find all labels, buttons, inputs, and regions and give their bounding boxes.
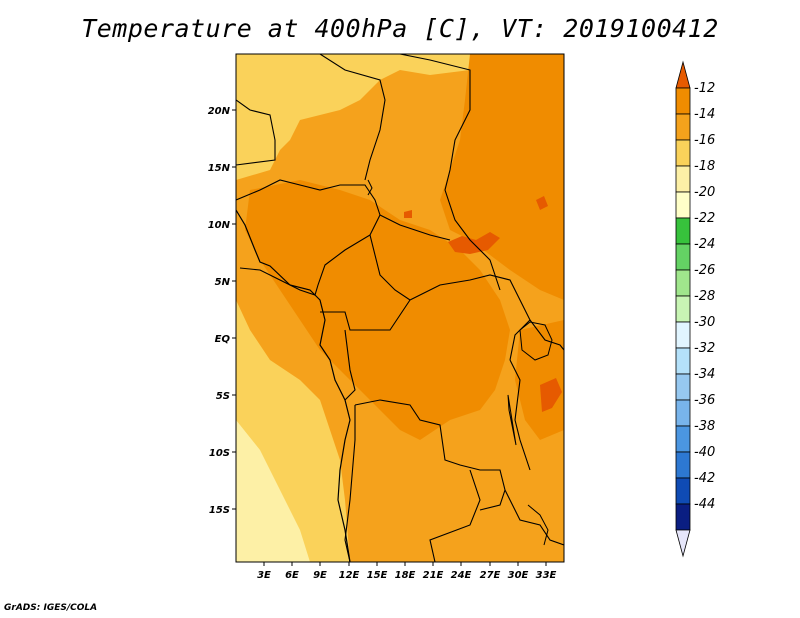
grads-credit: GrADS: IGES/COLA [4,603,98,613]
colorbar-label: -34 [694,367,715,382]
axis-ticks [232,109,547,566]
temperature-field [236,54,564,562]
lat-label: EQ [215,334,231,345]
lon-label: 9E [313,570,327,581]
colorbar-box [675,139,691,167]
colorbar-label: -18 [694,159,715,174]
colorbar-label: -36 [694,393,715,408]
lat-label: 15N [208,163,231,174]
colorbar-box [675,113,691,141]
field-band-12-spot-d [404,210,412,218]
lakes [367,179,553,546]
field-band-14-central [245,180,510,440]
lat-label: 20N [208,106,231,117]
colorbar-arrow-bottom [675,529,691,558]
colorbar-label: -42 [694,471,715,486]
colorbar-label: -32 [694,341,715,356]
colorbar-box [675,503,691,531]
lon-label: 33E [536,570,557,581]
colorbar-label: -28 [694,289,715,304]
field-band-14-east [515,320,564,440]
map-frame [235,53,565,563]
colorbar-label: -38 [694,419,715,434]
field-band-18-north [236,54,470,180]
field-band-20-sw [236,420,310,562]
colorbar-arrow-top [675,60,691,89]
colorbar-box [675,373,691,401]
colorbar-label: -14 [694,107,715,122]
lon-label: 3E [257,570,271,581]
colorbar-box [675,217,691,245]
colorbar-box [675,451,691,479]
colorbar-label: -26 [694,263,715,278]
colorbar-box [675,399,691,427]
colorbar-box [675,243,691,271]
latitude-labels: 20N 15N 10N 5N EQ 5S 10S 15S [208,106,231,516]
colorbar-box [675,295,691,323]
lat-label: 10N [208,220,231,231]
field-band-12-spot-b [540,378,562,412]
lon-label: 12E [339,570,360,581]
colorbar-label: -16 [694,133,715,148]
country-boundaries [236,54,564,562]
lon-label: 24E [451,570,472,581]
colorbar-box [675,165,691,193]
colorbar-box [675,425,691,453]
colorbar-label: -20 [694,185,715,200]
colorbar-label: -12 [694,81,715,96]
coastline [236,209,351,562]
field-band-14-ne [440,54,564,300]
lon-label: 30E [508,570,529,581]
colorbar-box [675,347,691,375]
longitude-labels: 3E 6E 9E 12E 15E 18E 21E 24E 27E 30E 33E [257,570,556,581]
field-band-12-spot-a [448,232,500,254]
colorbar-box [675,87,691,115]
lon-label: 27E [480,570,501,581]
colorbar-label: -44 [694,497,715,512]
field-band-12-spot-c [536,196,548,210]
lat-label: 15S [209,505,230,516]
lat-label: 10S [209,448,230,459]
map-title: Temperature at 400hPa [C], VT: 201910041… [81,14,719,43]
colorbar: -12 -14 -16 -18 -20 -22 -24 -26 -28 -30 -32 -34 -36 -… [675,60,715,558]
lon-label: 15E [367,570,388,581]
lat-label: 5S [216,391,230,402]
lon-label: 18E [395,570,416,581]
colorbar-box [675,191,691,219]
lat-label: 5N [215,277,231,288]
colorbar-label: -24 [694,237,715,252]
lon-label: 6E [285,570,299,581]
colorbar-box [675,321,691,349]
colorbar-box [675,269,691,297]
colorbar-label: -30 [694,315,715,330]
colorbar-box [675,477,691,505]
colorbar-label: -22 [694,211,715,226]
lon-label: 21E [423,570,444,581]
colorbar-label: -40 [694,445,715,460]
